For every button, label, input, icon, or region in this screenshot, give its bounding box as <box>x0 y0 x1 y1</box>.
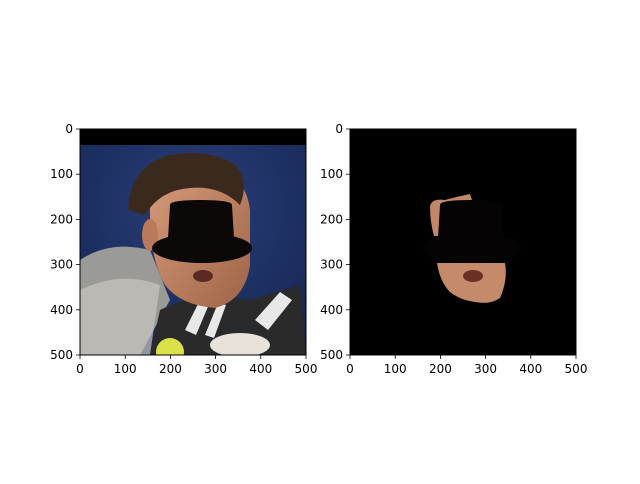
y-tick-label: 400 <box>50 303 73 317</box>
racket-highlight <box>80 278 160 355</box>
tennis-ball <box>156 338 184 355</box>
mask-axes-frame <box>349 128 577 356</box>
y-tick-label: 100 <box>320 167 343 181</box>
mask-x-axis: 0 100 200 300 400 500 <box>346 355 587 376</box>
hat-crown <box>168 200 234 238</box>
y-tick-label: 0 <box>335 122 343 136</box>
shirt-stripe-2 <box>205 303 226 338</box>
hands-blur <box>210 333 270 355</box>
x-tick-label: 500 <box>295 362 318 376</box>
x-tick-label: 0 <box>346 362 354 376</box>
x-tick-label: 400 <box>519 362 542 376</box>
x-tick-label: 0 <box>76 362 84 376</box>
photo-axes-frame <box>79 128 307 356</box>
mask-panel: 0 100 200 300 400 500 0 100 200 300 400 500 <box>320 122 587 376</box>
mask-mouth <box>463 270 483 282</box>
mask-hat-crown <box>438 200 504 238</box>
shirt-stripe-3 <box>255 292 292 330</box>
shirt <box>150 285 306 355</box>
mask-hat-brim <box>422 233 522 263</box>
photo-panel: 0 100 200 300 400 500 0 100 200 300 400 500 <box>50 122 317 376</box>
top-black-band <box>80 129 306 145</box>
hat-brim <box>152 233 252 263</box>
y-tick-label: 100 <box>50 167 73 181</box>
y-tick-label: 0 <box>65 122 73 136</box>
x-tick-label: 200 <box>429 362 452 376</box>
y-tick-label: 400 <box>320 303 343 317</box>
photo-x-axis: 0 100 200 300 400 500 <box>76 355 317 376</box>
photo-y-axis: 0 100 200 300 400 500 <box>50 122 80 362</box>
photo-image <box>80 129 306 355</box>
mask-y-axis: 0 100 200 300 400 500 <box>320 122 350 362</box>
hair <box>128 152 244 215</box>
y-tick-label: 500 <box>320 348 343 362</box>
x-tick-label: 200 <box>159 362 182 376</box>
x-tick-label: 100 <box>114 362 137 376</box>
x-tick-label: 100 <box>384 362 407 376</box>
y-tick-label: 500 <box>50 348 73 362</box>
ear <box>142 219 158 251</box>
shirt-stripe-1 <box>185 300 210 335</box>
mask-image <box>350 129 576 355</box>
x-tick-label: 500 <box>565 362 588 376</box>
y-tick-label: 200 <box>50 212 73 226</box>
mask-jaw-region <box>437 263 506 303</box>
y-tick-label: 200 <box>320 212 343 226</box>
x-tick-label: 400 <box>249 362 272 376</box>
y-tick-label: 300 <box>320 258 343 272</box>
x-tick-label: 300 <box>204 362 227 376</box>
y-tick-label: 300 <box>50 258 73 272</box>
mouth <box>193 270 213 282</box>
x-tick-label: 300 <box>474 362 497 376</box>
